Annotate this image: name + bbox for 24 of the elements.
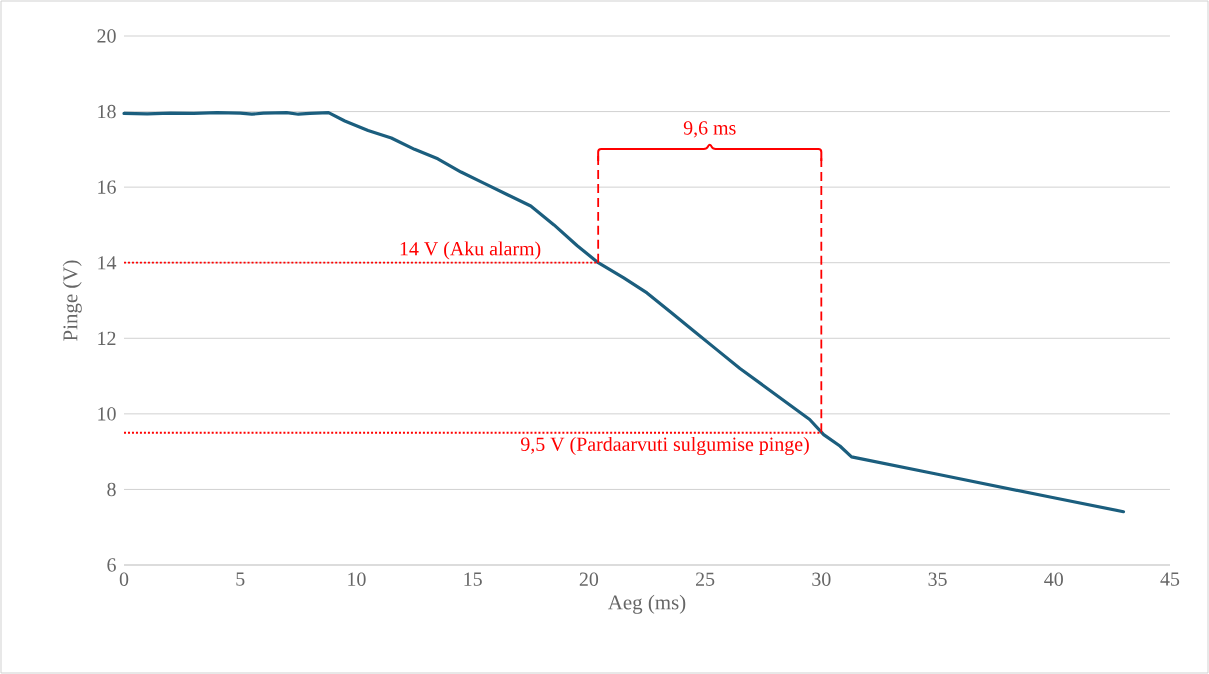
line-series bbox=[122, 111, 1126, 514]
x-tick-label: 35 bbox=[928, 572, 947, 586]
y-tick-label: 12 bbox=[98, 331, 116, 345]
y-tick-label: 18 bbox=[98, 104, 116, 119]
x-tick-label: 10 bbox=[348, 572, 366, 586]
x-tick-label: 30 bbox=[812, 572, 831, 586]
ref-line-label: 9,5 V (Pardaarvuti sulgumise pinge) bbox=[520, 436, 809, 456]
x-tick-label: 20 bbox=[579, 572, 599, 586]
y-tick-label: 10 bbox=[98, 407, 116, 421]
x-tick-label: 15 bbox=[464, 572, 482, 586]
x-tick-label: 0 bbox=[119, 572, 129, 586]
y-tick-label: 20 bbox=[97, 29, 116, 43]
x-tick-label: 40 bbox=[1044, 572, 1063, 586]
y-tick-label: 16 bbox=[98, 180, 116, 194]
y-tick-label: 14 bbox=[98, 256, 117, 270]
x-tick-label: 5 bbox=[236, 572, 245, 586]
y-tick-label: 6 bbox=[107, 558, 116, 572]
x-tick-label: 25 bbox=[696, 572, 715, 586]
ref-line-label: 14 V (Aku alarm) bbox=[400, 241, 541, 260]
x-axis-title: Aeg (ms) bbox=[607, 594, 686, 614]
x-tick-label: 45 bbox=[1160, 572, 1180, 586]
annotation: 9,6 ms bbox=[683, 121, 736, 138]
y-axis-title: Pinge (V) bbox=[62, 260, 82, 341]
y-tick-label: 8 bbox=[107, 482, 116, 497]
